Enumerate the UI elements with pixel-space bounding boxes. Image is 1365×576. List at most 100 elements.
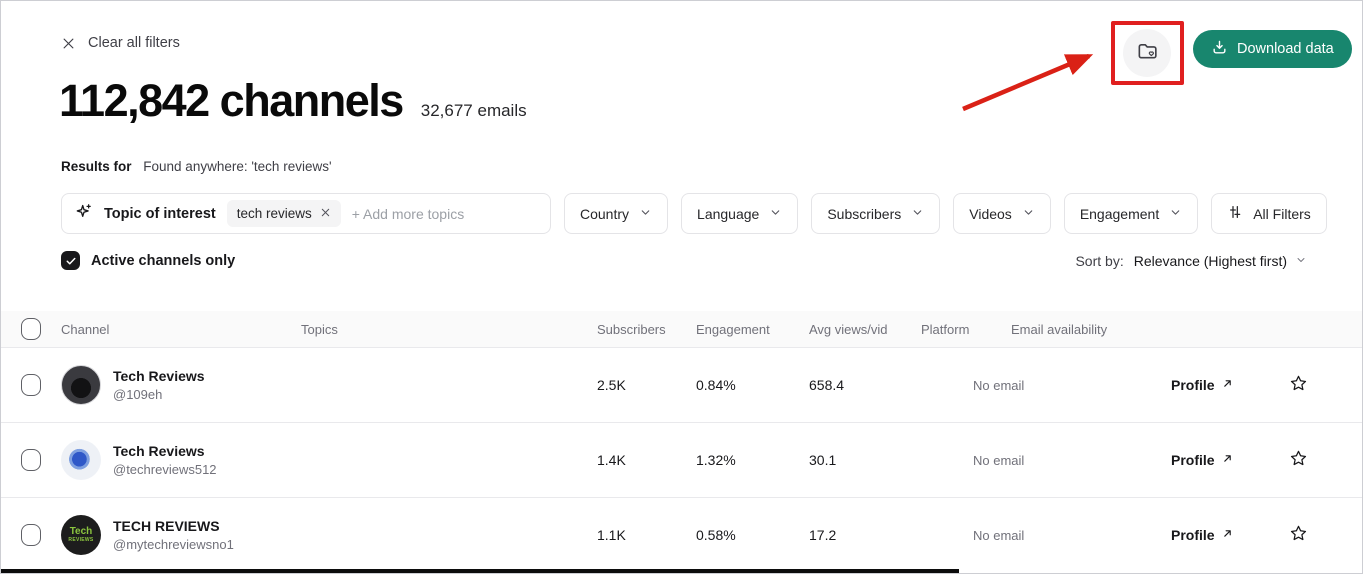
- sort-by-dropdown[interactable]: Sort by: Relevance (Highest first): [1075, 253, 1307, 269]
- profile-link-label: Profile: [1171, 527, 1215, 543]
- topic-tag-text: tech reviews: [236, 206, 312, 221]
- header-subscribers: Subscribers: [597, 321, 666, 337]
- row-checkbox[interactable]: [21, 374, 41, 396]
- download-data-label: Download data: [1237, 41, 1334, 57]
- email-availability-value: No email: [973, 378, 1025, 393]
- avatar-logo-text: Tech: [69, 525, 93, 537]
- star-icon[interactable]: [1289, 374, 1308, 396]
- avg-views-value: 658.4: [809, 377, 845, 393]
- profile-link[interactable]: Profile: [1171, 527, 1271, 543]
- engagement-value: 0.84%: [696, 377, 736, 393]
- results-query-line: Results for Found anywhere: 'tech review…: [61, 159, 332, 174]
- header-email-availability: Email availability: [1011, 321, 1108, 337]
- channel-avatar: [61, 365, 101, 405]
- engagement-value: 0.58%: [696, 527, 736, 543]
- subscribers-value: 1.1K: [597, 527, 626, 543]
- channel-avatar: [61, 440, 101, 480]
- clear-all-filters-label: Clear all filters: [88, 35, 180, 51]
- annotation-arrow: [962, 53, 1094, 112]
- videos-filter-label: Videos: [969, 205, 1012, 222]
- header-avg-views: Avg views/vid: [809, 321, 888, 337]
- list-controls-row: Active channels only Sort by: Relevance …: [61, 251, 1307, 270]
- language-filter-dropdown[interactable]: Language: [681, 193, 799, 234]
- active-channels-checkbox[interactable]: Active channels only: [61, 251, 235, 270]
- avatar-logo-subtext: REVIEWS: [68, 536, 94, 543]
- channel-handle: @mytechreviewsno1: [113, 537, 234, 552]
- chevron-down-icon: [639, 206, 652, 222]
- results-for-label: Results for: [61, 159, 132, 174]
- profile-link-label: Profile: [1171, 452, 1215, 468]
- clear-all-filters-button[interactable]: Clear all filters: [61, 35, 180, 51]
- channel-name: Tech Reviews: [113, 368, 205, 384]
- videos-filter-dropdown[interactable]: Videos: [953, 193, 1051, 234]
- add-topic-input[interactable]: [351, 205, 538, 222]
- header-engagement: Engagement: [696, 321, 770, 337]
- star-icon[interactable]: [1289, 524, 1308, 546]
- close-icon: [61, 36, 76, 51]
- filters-row: Topic of interest tech reviews Country L…: [61, 193, 1327, 234]
- profile-link[interactable]: Profile: [1171, 377, 1271, 393]
- subscribers-value: 1.4K: [597, 452, 626, 468]
- topic-tag: tech reviews: [226, 200, 341, 227]
- star-icon[interactable]: [1289, 449, 1308, 471]
- table-row: Tech Reviews @109eh 2.5K 0.84% 658.4 No …: [1, 347, 1362, 422]
- sliders-icon: [1227, 204, 1243, 223]
- avg-views-value: 30.1: [809, 452, 837, 468]
- country-filter-dropdown[interactable]: Country: [564, 193, 669, 234]
- arrow-up-right-icon: [1221, 377, 1234, 393]
- channels-count: 112,842 channels: [59, 75, 404, 126]
- all-filters-button[interactable]: All Filters: [1211, 193, 1327, 234]
- select-all-checkbox[interactable]: [21, 318, 41, 340]
- profile-link-label: Profile: [1171, 377, 1215, 393]
- download-data-button[interactable]: Download data: [1193, 30, 1352, 68]
- header-platform: Platform: [921, 321, 970, 337]
- engagement-filter-label: Engagement: [1079, 205, 1160, 222]
- sort-by-label: Sort by:: [1075, 252, 1124, 269]
- subscribers-filter-label: Subscribers: [827, 205, 902, 222]
- row-checkbox[interactable]: [21, 449, 41, 471]
- results-table: Channel Topics Subscribers Engagement Av…: [1, 311, 1362, 572]
- arrow-up-right-icon: [1221, 452, 1234, 468]
- window-bottom-edge: [1, 569, 959, 573]
- results-heading: 112,842 channels 32,677 emails: [59, 75, 527, 127]
- sparkle-icon: [74, 202, 93, 226]
- topic-tag-remove-icon[interactable]: [320, 206, 331, 221]
- table-row: Tech Reviews @techreviews512 1.4K 1.32% …: [1, 422, 1362, 497]
- chevron-down-icon: [769, 206, 782, 222]
- sort-by-value: Relevance (Highest first): [1133, 252, 1287, 269]
- subscribers-value: 2.5K: [597, 377, 626, 393]
- arrow-up-right-icon: [1221, 527, 1234, 543]
- engagement-value: 1.32%: [696, 452, 736, 468]
- emails-count: 32,677 emails: [420, 101, 527, 120]
- table-row: Tech REVIEWS TECH REVIEWS @mytechreviews…: [1, 497, 1362, 572]
- download-icon: [1211, 39, 1228, 60]
- profile-link[interactable]: Profile: [1171, 452, 1271, 468]
- chevron-down-icon: [1169, 206, 1182, 222]
- subscribers-filter-dropdown[interactable]: Subscribers: [811, 193, 941, 234]
- engagement-filter-dropdown[interactable]: Engagement: [1063, 193, 1199, 234]
- header-topics: Topics: [301, 321, 338, 337]
- channel-name: TECH REVIEWS: [113, 518, 220, 534]
- chevron-down-icon: [911, 206, 924, 222]
- topic-of-interest-filter[interactable]: Topic of interest tech reviews: [61, 193, 551, 234]
- checkbox-checked-icon: [61, 251, 80, 270]
- results-query-text: Found anywhere: 'tech reviews': [143, 159, 332, 174]
- active-channels-label: Active channels only: [91, 252, 236, 269]
- row-checkbox[interactable]: [21, 524, 41, 546]
- channel-name: Tech Reviews: [113, 443, 205, 459]
- chevron-down-icon: [1022, 206, 1035, 222]
- language-filter-label: Language: [697, 205, 760, 222]
- country-filter-label: Country: [580, 205, 630, 222]
- email-availability-value: No email: [973, 453, 1025, 468]
- channel-handle: @109eh: [113, 387, 163, 402]
- all-filters-label: All Filters: [1253, 205, 1311, 222]
- table-header-row: Channel Topics Subscribers Engagement Av…: [1, 311, 1362, 347]
- channel-handle: @techreviews512: [113, 462, 217, 477]
- avg-views-value: 17.2: [809, 527, 837, 543]
- folder-heart-icon: [1136, 40, 1159, 66]
- channel-avatar: Tech REVIEWS: [61, 515, 101, 555]
- email-availability-value: No email: [973, 528, 1025, 543]
- collections-folder-button[interactable]: [1123, 29, 1171, 77]
- header-channel: Channel: [61, 321, 110, 337]
